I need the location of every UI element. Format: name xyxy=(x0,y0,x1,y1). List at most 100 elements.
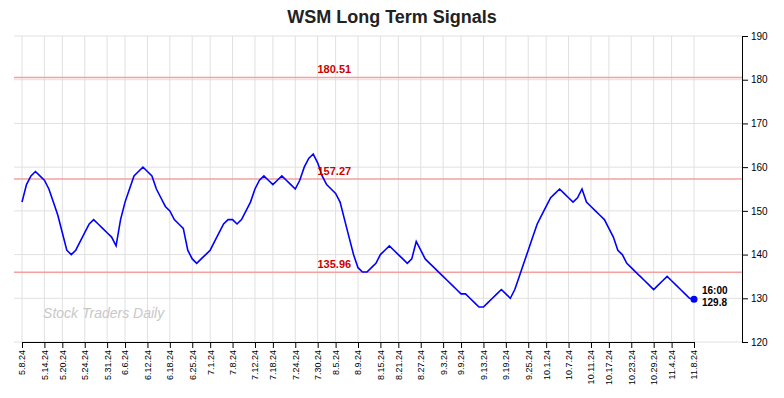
tick: 190 xyxy=(742,31,768,42)
tick-mark xyxy=(461,342,462,348)
grid-line xyxy=(631,36,632,342)
grid-line xyxy=(232,36,233,342)
tick-mark xyxy=(44,342,45,348)
grid-line xyxy=(62,36,63,342)
tick-label: 10.1.24 xyxy=(542,350,552,380)
grid-line xyxy=(14,298,742,299)
tick-mark xyxy=(694,342,695,348)
tick: 130 xyxy=(742,293,768,304)
tick: 7.8.24 xyxy=(228,342,238,375)
grid-line xyxy=(358,36,359,342)
tick-mark xyxy=(672,342,673,348)
tick: 10.1.24 xyxy=(542,342,552,380)
tick: 5.20.24 xyxy=(58,342,68,380)
tick-label: 9.19.24 xyxy=(501,350,511,380)
reference-label: 135.96 xyxy=(317,258,351,270)
tick-label: 6.12.24 xyxy=(143,350,153,380)
tick-label: 8.5.24 xyxy=(331,350,341,375)
tick-label: 9.3.24 xyxy=(439,350,449,375)
tick: 6.6.24 xyxy=(120,342,130,375)
tick-label: 9.13.24 xyxy=(479,350,489,380)
tick: 10.29.24 xyxy=(649,342,659,385)
tick-label: 10.7.24 xyxy=(564,350,574,380)
tick-label: 10.17.24 xyxy=(604,350,614,385)
tick-label: 6.6.24 xyxy=(120,350,130,375)
tick-label: 140 xyxy=(751,249,768,260)
grid-line xyxy=(14,167,742,168)
tick: 6.25.24 xyxy=(188,342,198,380)
tick-label: 8.15.24 xyxy=(376,350,386,380)
tick: 6.12.24 xyxy=(143,342,153,380)
tick: 150 xyxy=(742,206,768,217)
tick-label: 5.31.24 xyxy=(103,350,113,380)
tick-label: 160 xyxy=(751,162,768,173)
tick: 9.9.24 xyxy=(456,342,466,375)
tick-label: 9.9.24 xyxy=(456,350,466,375)
grid-line xyxy=(461,36,462,342)
tick-mark xyxy=(358,342,359,348)
grid xyxy=(14,36,742,342)
grid-line xyxy=(608,36,609,342)
grid-line xyxy=(398,36,399,342)
annotation: 16:00129.8 xyxy=(702,285,728,308)
tick-label: 11.4.24 xyxy=(667,350,677,379)
tick-mark xyxy=(528,342,529,348)
tick-label: 11.8.24 xyxy=(689,350,699,379)
tick: 10.23.24 xyxy=(627,342,637,385)
tick-mark xyxy=(742,123,748,124)
tick-label: 190 xyxy=(751,31,768,42)
grid-line xyxy=(528,36,529,342)
tick-mark xyxy=(233,342,234,348)
tick-label: 7.8.24 xyxy=(228,350,238,375)
grid-line xyxy=(22,36,23,342)
grid-line xyxy=(125,36,126,342)
grid-line xyxy=(14,254,742,255)
grid-line xyxy=(671,36,672,342)
grid-line xyxy=(443,36,444,342)
tick-label: 7.12.24 xyxy=(250,350,260,380)
tick-label: 7.1.24 xyxy=(206,350,216,375)
tick-label: 8.27.24 xyxy=(416,350,426,380)
tick: 8.9.24 xyxy=(353,342,363,375)
tick: 8.5.24 xyxy=(331,342,341,375)
grid-line xyxy=(210,36,211,342)
tick-mark xyxy=(318,342,319,348)
grid-line xyxy=(147,36,148,342)
tick: 120 xyxy=(742,337,768,348)
tick-mark xyxy=(483,342,484,348)
tick-mark xyxy=(295,342,296,348)
tick-label: 6.18.24 xyxy=(165,350,175,380)
tick: 7.18.24 xyxy=(268,342,278,380)
grid-line xyxy=(335,36,336,342)
tick-label: 5.14.24 xyxy=(40,350,50,380)
tick: 8.21.24 xyxy=(394,342,404,380)
tick-label: 150 xyxy=(751,206,768,217)
tick: 10.7.24 xyxy=(564,342,574,380)
tick-mark xyxy=(22,342,23,348)
grid-line xyxy=(546,36,547,342)
tick: 5.31.24 xyxy=(103,342,113,380)
tick-label: 9.25.24 xyxy=(524,350,534,380)
tick-mark xyxy=(609,342,610,348)
grid-line xyxy=(84,36,85,342)
tick: 9.13.24 xyxy=(479,342,489,380)
tick: 10.17.24 xyxy=(604,342,614,385)
marks xyxy=(14,77,742,307)
tick: 8.15.24 xyxy=(376,342,386,380)
grid-line xyxy=(590,36,591,342)
tick-label: 5.24.24 xyxy=(80,350,90,380)
tick: 7.30.24 xyxy=(313,342,323,380)
tick: 10.11.24 xyxy=(586,342,596,384)
grid-line xyxy=(653,36,654,342)
tick-mark xyxy=(591,342,592,348)
tick-label: 7.24.24 xyxy=(291,350,301,380)
price-line xyxy=(22,154,694,307)
grid-line xyxy=(272,36,273,342)
tick-label: 7.18.24 xyxy=(268,350,278,380)
tick-label: 8.21.24 xyxy=(394,350,404,380)
reference-line xyxy=(14,178,742,180)
grid-line xyxy=(14,36,742,37)
tick-mark xyxy=(631,342,632,348)
tick-mark xyxy=(742,80,748,81)
grid-line xyxy=(420,36,421,342)
